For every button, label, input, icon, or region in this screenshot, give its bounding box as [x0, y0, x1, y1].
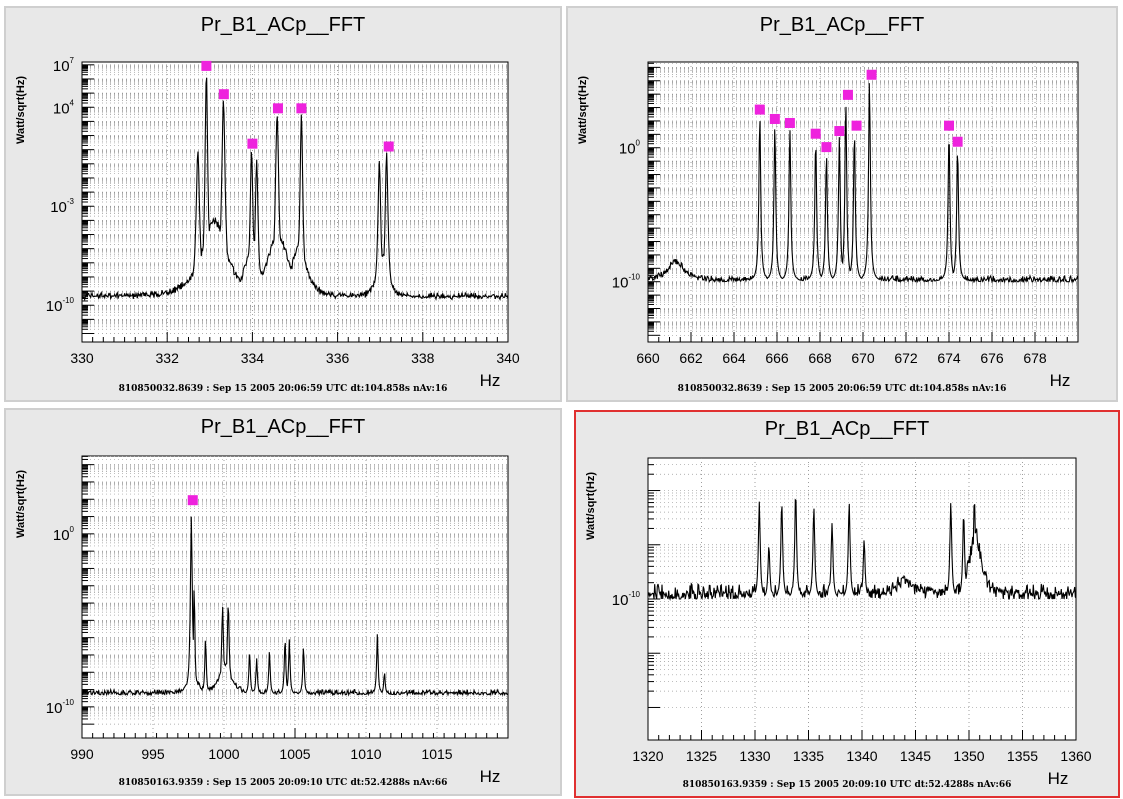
x-tick-label: 662	[679, 350, 703, 366]
x-tick-label: 674	[937, 350, 961, 366]
x-tick-label: 338	[411, 350, 435, 366]
fft-panel[interactable]: Pr_B1_ACp__FFT 990 995 1000 1005 1010 1015 Hz 1…	[4, 408, 562, 796]
x-tick-label: 676	[980, 350, 1004, 366]
fft-plot[interactable]: 990 995 1000 1005 1010 1015 Hz 10-10 100 Watt/sqr…	[6, 410, 560, 794]
panel-footer-timestamp: 810850163.9359 : Sep 15 2005 20:09:10 UT…	[682, 780, 1012, 790]
x-tick-label: 995	[141, 746, 165, 762]
y-tick-label: 10-10	[612, 590, 641, 609]
peak-marker[interactable]	[218, 89, 229, 100]
peak-marker[interactable]	[383, 141, 394, 152]
x-tick-label: 660	[636, 350, 660, 366]
y-tick-label: 104	[53, 98, 75, 117]
x-tick-label: 1320	[632, 748, 663, 764]
y-tick-label: 10-10	[612, 273, 641, 292]
y-tick-label: 10-10	[46, 698, 75, 717]
plot-area	[81, 455, 509, 739]
y-tick-label: 100	[53, 525, 75, 544]
x-tick-label: 670	[851, 350, 875, 366]
peak-marker[interactable]	[866, 69, 877, 80]
x-tick-label: 1325	[686, 748, 717, 764]
x-tick-label: 1005	[279, 746, 310, 762]
x-tick-label: 332	[156, 350, 180, 366]
x-tick-label: 336	[326, 350, 350, 366]
spectrum-trace	[647, 83, 1079, 284]
panel-title: Pr_B1_ACp__FFT	[759, 14, 925, 36]
fft-plot[interactable]: 1320 1325 1330 1335 1340 1345 1350 1355 1360 Hz 10…	[576, 412, 1118, 796]
panel-footer-timestamp: 810850163.9359 : Sep 15 2005 20:09:10 UT…	[118, 778, 448, 788]
peak-marker[interactable]	[810, 128, 821, 139]
y-tick-label: 10-3	[50, 197, 74, 216]
peak-marker[interactable]	[769, 113, 780, 124]
peak-marker[interactable]	[296, 103, 307, 114]
x-axis-label: Hz	[1050, 371, 1071, 390]
panel-title: Pr_B1_ACp__FFT	[764, 418, 930, 440]
x-tick-label: 1340	[846, 748, 877, 764]
y-axis-label: Watt/sqrt(Hz)	[585, 472, 597, 540]
panel-title: Pr_B1_ACp__FFT	[200, 14, 366, 36]
x-tick-label: 666	[765, 350, 789, 366]
x-tick-label: 678	[1023, 350, 1047, 366]
fft-panel[interactable]: Pr_B1_ACp__FFT 330 332 334 336 338 340 Hz 10-10…	[4, 6, 562, 402]
x-tick-label: 1330	[739, 748, 770, 764]
peak-marker[interactable]	[944, 120, 954, 131]
x-tick-label: 334	[241, 350, 265, 366]
fft-plot[interactable]: 330 332 334 336 338 340 Hz 10-10 10-3 104 107 Watt/…	[6, 8, 560, 400]
x-tick-label: 1350	[953, 748, 984, 764]
peak-marker[interactable]	[851, 120, 862, 131]
fft-panel[interactable]: Pr_B1_ACp__FFT 660 662 664 666 668 670 672 674 6…	[566, 6, 1118, 402]
y-axis-label: Watt/sqrt(Hz)	[15, 76, 27, 144]
peak-marker[interactable]	[201, 60, 212, 71]
x-axis-label: Hz	[480, 767, 501, 786]
x-tick-label: 672	[894, 350, 918, 366]
peak-marker[interactable]	[247, 138, 258, 149]
y-axis-label: Watt/sqrt(Hz)	[577, 76, 589, 144]
x-tick-label: 1360	[1060, 748, 1091, 764]
x-tick-label: 1335	[793, 748, 824, 764]
peak-marker[interactable]	[842, 89, 853, 100]
x-axis-label: Hz	[1048, 769, 1069, 788]
x-tick-label: 1000	[208, 746, 239, 762]
fft-panel-selected[interactable]: Pr_B1_ACp__FFT 1320 1325 1330 1335 1340 1345 1…	[574, 410, 1120, 798]
peak-marker[interactable]	[754, 104, 765, 115]
y-tick-label: 100	[619, 139, 641, 158]
peak-marker[interactable]	[821, 142, 832, 153]
x-axis-label: Hz	[480, 371, 501, 390]
x-tick-label: 668	[808, 350, 832, 366]
spectrum-trace	[81, 77, 509, 302]
x-tick-label: 1010	[350, 746, 381, 762]
x-tick-label: 990	[70, 746, 94, 762]
x-tick-label: 1345	[900, 748, 931, 764]
x-tick-label: 664	[722, 350, 746, 366]
peak-marker[interactable]	[834, 126, 845, 137]
peak-marker[interactable]	[187, 495, 198, 506]
x-tick-label: 1355	[1007, 748, 1038, 764]
y-axis-label: Watt/sqrt(Hz)	[15, 470, 27, 538]
panel-title: Pr_B1_ACp__FFT	[200, 416, 366, 438]
y-tick-label: 107	[53, 56, 75, 75]
x-tick-label: 1015	[421, 746, 452, 762]
peak-marker[interactable]	[272, 103, 283, 114]
peak-marker[interactable]	[784, 117, 795, 128]
x-tick-label: 330	[70, 350, 94, 366]
x-tick-label: 340	[496, 350, 520, 366]
y-tick-label: 10-10	[46, 296, 75, 315]
peak-marker[interactable]	[952, 136, 963, 147]
spectrum-trace	[647, 498, 1077, 602]
panel-footer-timestamp: 810850032.8639 : Sep 15 2005 20:06:59 UT…	[118, 384, 448, 394]
panel-footer-timestamp: 810850032.8639 : Sep 15 2005 20:06:59 UT…	[677, 384, 1007, 394]
spectrum-trace	[81, 516, 509, 697]
